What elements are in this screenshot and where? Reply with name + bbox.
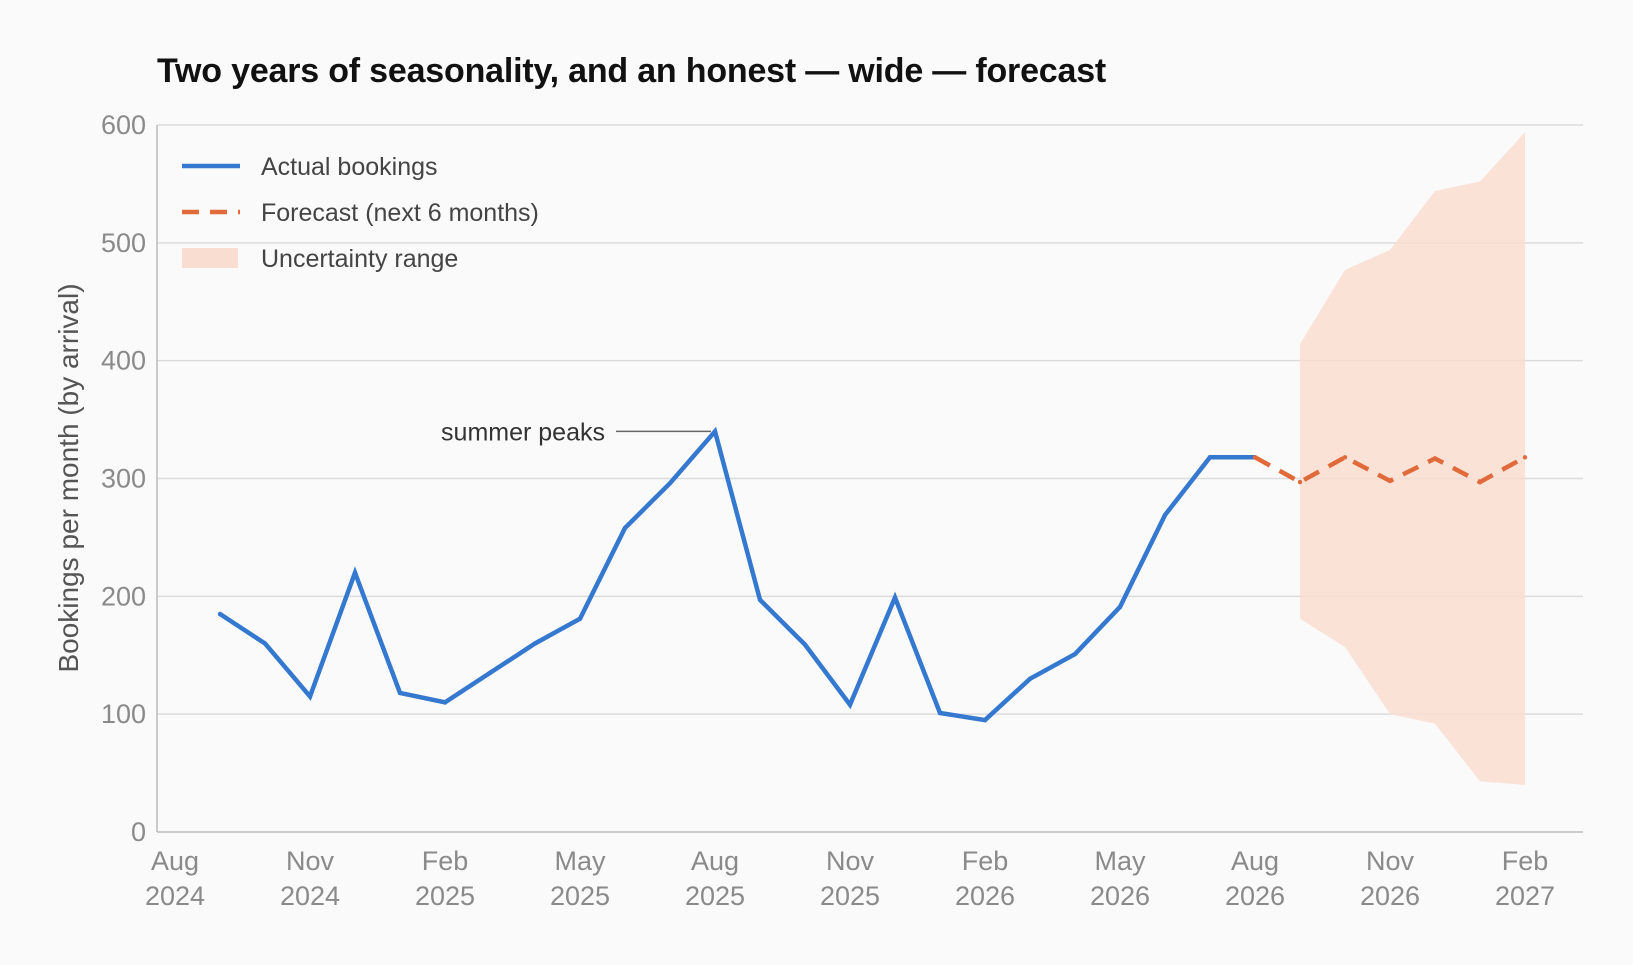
x-tick-label: May 2025 [550,846,610,911]
data-point [442,700,448,705]
x-tick-label: Nov 2024 [280,846,340,911]
data-point [1522,455,1528,460]
data-point [1027,676,1033,682]
data-point [577,616,583,621]
y-tick-label: 300 [101,464,146,494]
y-tick-label: 200 [101,581,146,611]
x-tick-label: May 2026 [1090,846,1150,911]
uncertainty-band [1300,132,1525,785]
data-point [1477,479,1483,485]
legend-label: Actual bookings [261,153,438,181]
series-line-actual [218,426,1255,723]
y-tick-label: 500 [101,228,146,258]
chart-title: Two years of seasonality, and an honest … [157,52,1107,90]
x-tick-label: Feb 2027 [1495,846,1555,911]
data-point [802,642,808,647]
legend-swatch-uncertainty [182,248,238,268]
data-point [1117,604,1123,610]
legend-label: Forecast (next 6 months) [261,199,539,227]
y-tick-label: 100 [101,699,146,729]
data-point [667,481,673,486]
y-axis-title: Bookings per month (by arrival) [53,283,84,672]
data-point [487,670,493,676]
data-point [307,694,313,699]
data-point [532,641,538,646]
data-point [1342,455,1348,460]
x-tick-label: Nov 2025 [820,846,880,911]
data-point [1162,512,1168,518]
data-point [892,595,898,600]
x-tick-label: Aug 2024 [145,846,205,911]
y-tick-label: 400 [101,346,146,376]
data-point [217,611,223,617]
legend-label: Uncertainty range [261,245,458,273]
x-tick-label: Nov 2026 [1360,846,1420,911]
x-tick-label: Feb 2025 [415,846,475,911]
y-tick-label: 600 [101,110,146,140]
data-point [982,717,988,723]
data-point [622,525,628,531]
data-point [1207,455,1213,460]
x-tick-label: Feb 2026 [955,846,1015,911]
x-tick-label: Aug 2025 [685,846,745,911]
data-point [352,570,358,575]
data-point [757,597,763,603]
data-point [847,702,853,707]
data-point [1432,456,1438,461]
data-point [262,641,268,646]
data-point [712,429,718,434]
x-tick-label: Aug 2026 [1225,846,1285,911]
data-point [937,710,943,716]
data-point [1387,478,1393,484]
data-point [1252,455,1258,460]
data-point [1072,651,1078,657]
annotation-summer-peaks: summer peaks [441,418,605,446]
data-point [397,690,403,696]
data-point [1297,479,1303,485]
y-tick-label: 0 [131,817,146,847]
